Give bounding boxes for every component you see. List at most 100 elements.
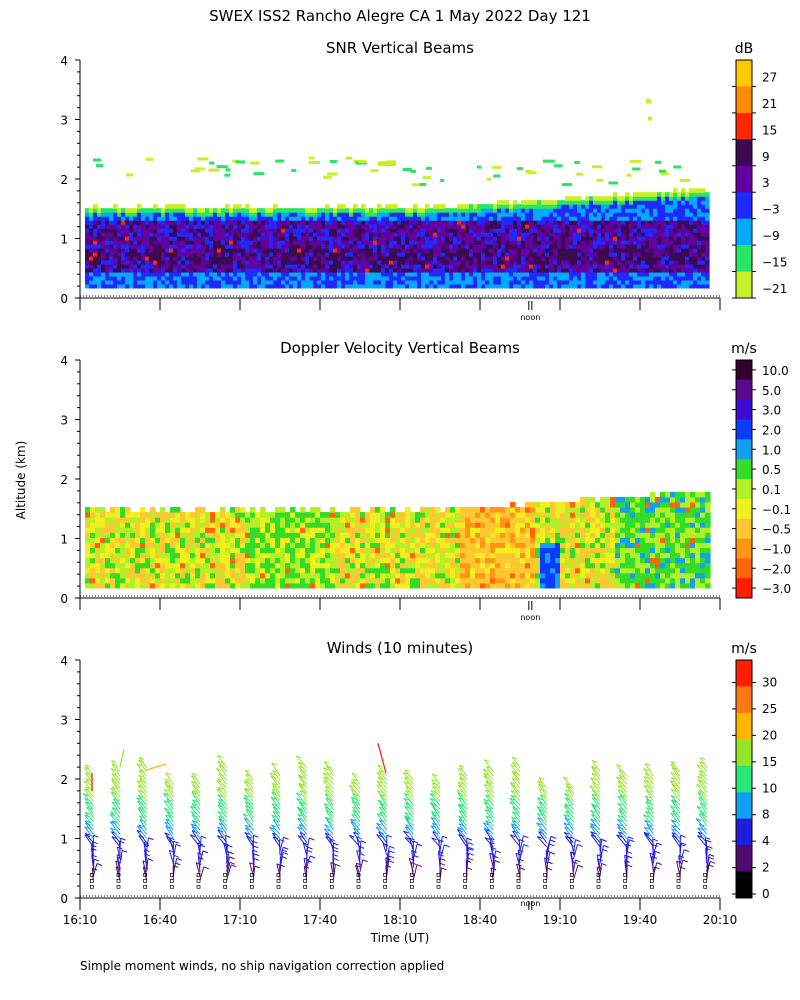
doppler-cell [475, 577, 481, 584]
doppler-cell [120, 512, 126, 518]
snr-cell [329, 248, 334, 253]
snr-cell [101, 224, 106, 229]
doppler-cell [555, 572, 561, 579]
doppler-cell [250, 507, 256, 513]
snr-cell [517, 275, 522, 281]
snr-cell [161, 267, 166, 273]
doppler-cell [420, 567, 426, 574]
snr-cell [265, 263, 270, 269]
doppler-cell [90, 517, 96, 523]
snr-cell [469, 224, 474, 229]
doppler-cell [95, 557, 101, 564]
doppler-cell [100, 567, 106, 574]
snr-cell [677, 275, 682, 281]
doppler-cell [520, 582, 526, 589]
snr-cell [269, 271, 274, 277]
snr-cell [517, 220, 522, 225]
snr-cell [233, 232, 238, 237]
doppler-cell [530, 577, 536, 584]
doppler-cell [130, 542, 136, 549]
snr-cell [205, 259, 210, 265]
doppler-cell [305, 527, 311, 533]
doppler-cell [300, 527, 306, 533]
doppler-cell [480, 522, 486, 528]
doppler-cell [185, 522, 191, 528]
doppler-cell [195, 532, 201, 538]
snr-cell [653, 212, 658, 217]
snr-cell [97, 275, 102, 281]
snr-cell [497, 224, 502, 229]
snr-cell [97, 236, 102, 241]
snr-cell [685, 271, 690, 277]
doppler-cell [340, 517, 346, 523]
snr-cell [625, 196, 630, 201]
doppler-cell [515, 572, 521, 579]
doppler-cell [325, 567, 331, 574]
doppler-cell [345, 547, 351, 554]
snr-cell [525, 244, 530, 249]
doppler-cell [305, 517, 311, 523]
snr-cell [261, 236, 266, 241]
snr-cell [201, 263, 206, 269]
snr-cell [393, 275, 398, 281]
snr-cell [317, 228, 322, 233]
snr-cell [245, 224, 250, 229]
snr-cell [269, 259, 274, 265]
snr-cell [657, 196, 662, 201]
snr-cell [589, 200, 594, 205]
doppler-cell [315, 542, 321, 549]
snr-cell [601, 251, 606, 257]
snr-cell [593, 200, 598, 205]
snr-cell [121, 232, 126, 237]
doppler-cell [260, 557, 266, 564]
doppler-cell [505, 537, 511, 543]
doppler-cell [460, 567, 466, 574]
snr-cell [469, 248, 474, 253]
snr-cell [341, 224, 346, 229]
doppler-cell [265, 547, 271, 554]
snr-cell [245, 208, 250, 213]
snr-cell [197, 251, 202, 257]
snr-cell [673, 263, 678, 269]
snr-cell [541, 240, 546, 245]
doppler-cell [370, 532, 376, 538]
snr-cell [133, 208, 138, 213]
snr-cell [621, 283, 626, 289]
snr-cell [93, 279, 98, 285]
snr-cell [541, 228, 546, 233]
snr-cell [477, 240, 482, 245]
doppler-cell [530, 522, 536, 528]
snr-cell [209, 259, 214, 265]
doppler-cell [560, 582, 566, 589]
snr-cell [333, 240, 338, 245]
snr-cell [469, 271, 474, 277]
snr-cell [373, 255, 378, 261]
snr-cell [529, 248, 534, 253]
snr-cell [381, 232, 386, 237]
doppler-cell [205, 537, 211, 543]
snr-cell [261, 271, 266, 277]
snr-cell [693, 200, 698, 205]
doppler-cell [170, 522, 176, 528]
snr-cell [381, 255, 386, 261]
snr-cell [105, 228, 110, 233]
snr-cell [133, 244, 138, 249]
snr-cell [569, 248, 574, 253]
snr-cell [85, 283, 90, 289]
doppler-cell [275, 552, 281, 559]
snr-cell [553, 240, 558, 245]
snr-cell [669, 208, 674, 213]
doppler-cell [305, 572, 311, 579]
snr-cell [701, 196, 706, 201]
snr-cell [345, 283, 350, 289]
doppler-cell [360, 537, 366, 543]
colorbar-segment [736, 271, 752, 299]
snr-cell [309, 216, 314, 221]
snr-cell [229, 263, 234, 269]
doppler-cell [165, 582, 171, 589]
snr-cell [457, 204, 462, 209]
snr-cell [645, 236, 650, 241]
snr-cell [169, 271, 174, 277]
doppler-cell [285, 542, 291, 549]
snr-cell [465, 248, 470, 253]
